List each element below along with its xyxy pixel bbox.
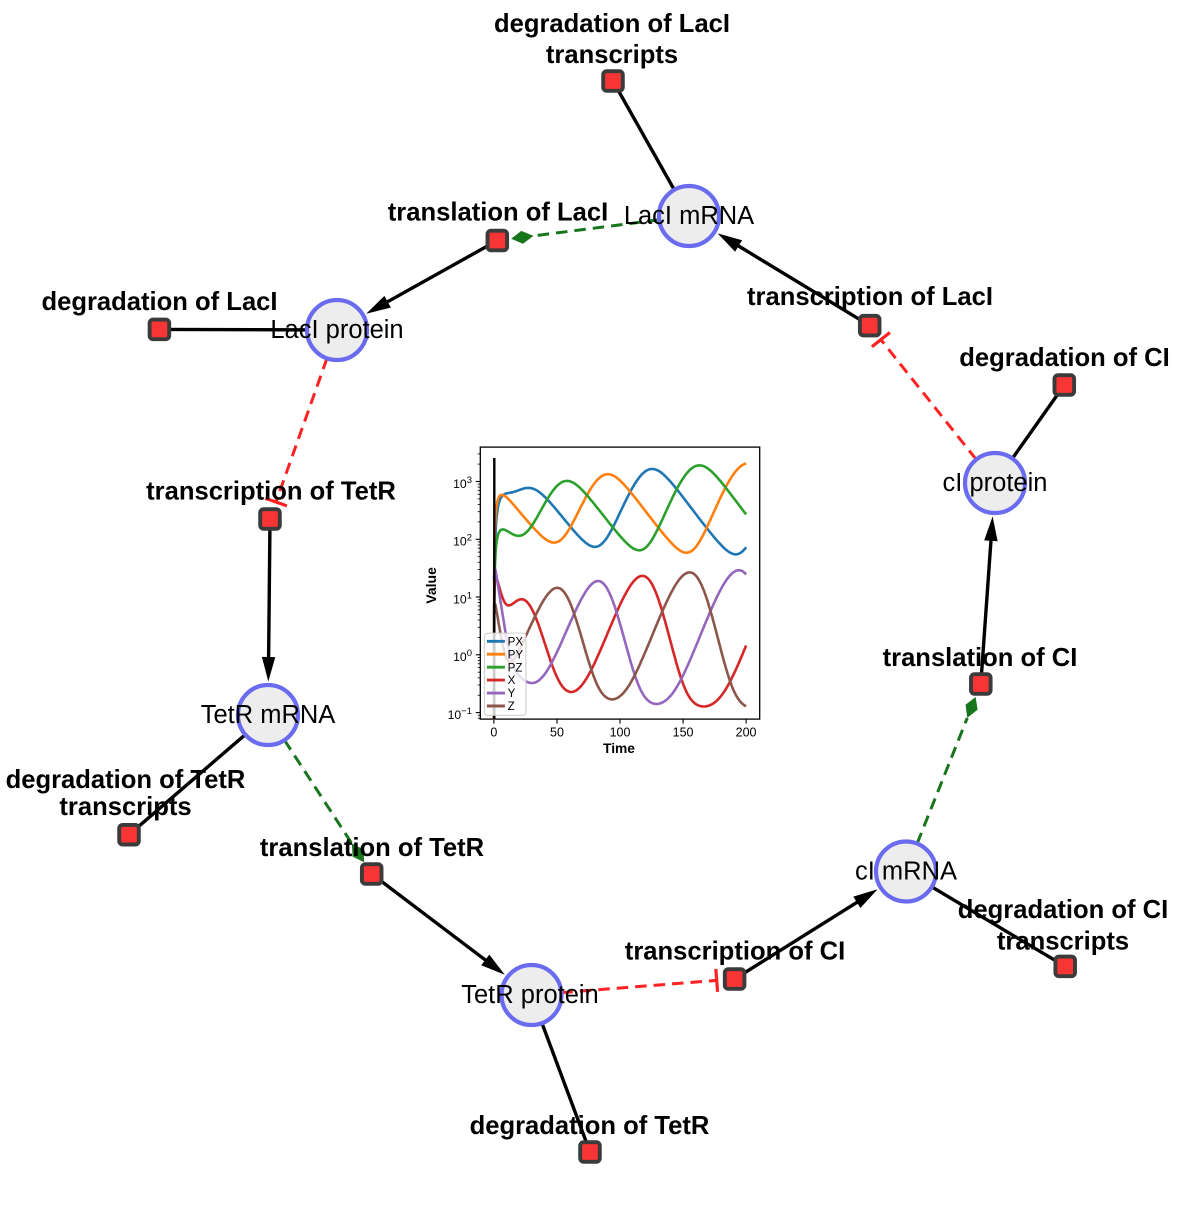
svg-text:degradation of TetR: degradation of TetR bbox=[470, 1112, 710, 1140]
svg-text:LacI mRNA: LacI mRNA bbox=[624, 202, 754, 230]
svg-text:translation of LacI: translation of LacI bbox=[388, 199, 608, 227]
svg-text:Z: Z bbox=[508, 700, 515, 713]
svg-text:0: 0 bbox=[490, 726, 497, 740]
svg-text:PX: PX bbox=[508, 635, 524, 648]
svg-text:PY: PY bbox=[508, 648, 524, 661]
svg-text:transcripts: transcripts bbox=[546, 41, 678, 69]
svg-text:transcription of TetR: transcription of TetR bbox=[146, 478, 396, 506]
svg-text:translation of CI: translation of CI bbox=[883, 644, 1078, 672]
svg-text:150: 150 bbox=[673, 726, 694, 740]
svg-text:cI protein: cI protein bbox=[943, 469, 1048, 497]
svg-text:degradation of LacI: degradation of LacI bbox=[41, 288, 277, 316]
svg-text:degradation of CI: degradation of CI bbox=[959, 344, 1169, 372]
svg-text:TetR mRNA: TetR mRNA bbox=[201, 701, 336, 729]
svg-text:degradation of CI: degradation of CI bbox=[958, 896, 1168, 924]
svg-text:degradation of LacI: degradation of LacI bbox=[494, 10, 730, 38]
svg-text:transcription of LacI: transcription of LacI bbox=[747, 283, 993, 311]
svg-text:LacI protein: LacI protein bbox=[270, 316, 403, 344]
svg-text:Value: Value bbox=[423, 567, 439, 604]
svg-text:transcripts: transcripts bbox=[59, 793, 191, 821]
svg-text:transcripts: transcripts bbox=[997, 928, 1129, 956]
svg-text:TetR protein: TetR protein bbox=[461, 981, 599, 1009]
svg-text:200: 200 bbox=[736, 726, 757, 740]
svg-text:PZ: PZ bbox=[508, 661, 523, 674]
svg-text:100: 100 bbox=[610, 726, 631, 740]
svg-text:degradation of TetR: degradation of TetR bbox=[6, 766, 246, 794]
svg-text:Time: Time bbox=[603, 741, 635, 756]
svg-text:Y: Y bbox=[508, 687, 516, 700]
svg-text:X: X bbox=[508, 674, 516, 687]
svg-text:translation of TetR: translation of TetR bbox=[260, 834, 484, 862]
svg-text:cI mRNA: cI mRNA bbox=[855, 858, 957, 886]
svg-text:50: 50 bbox=[550, 726, 564, 740]
svg-text:transcription of CI: transcription of CI bbox=[625, 938, 845, 966]
